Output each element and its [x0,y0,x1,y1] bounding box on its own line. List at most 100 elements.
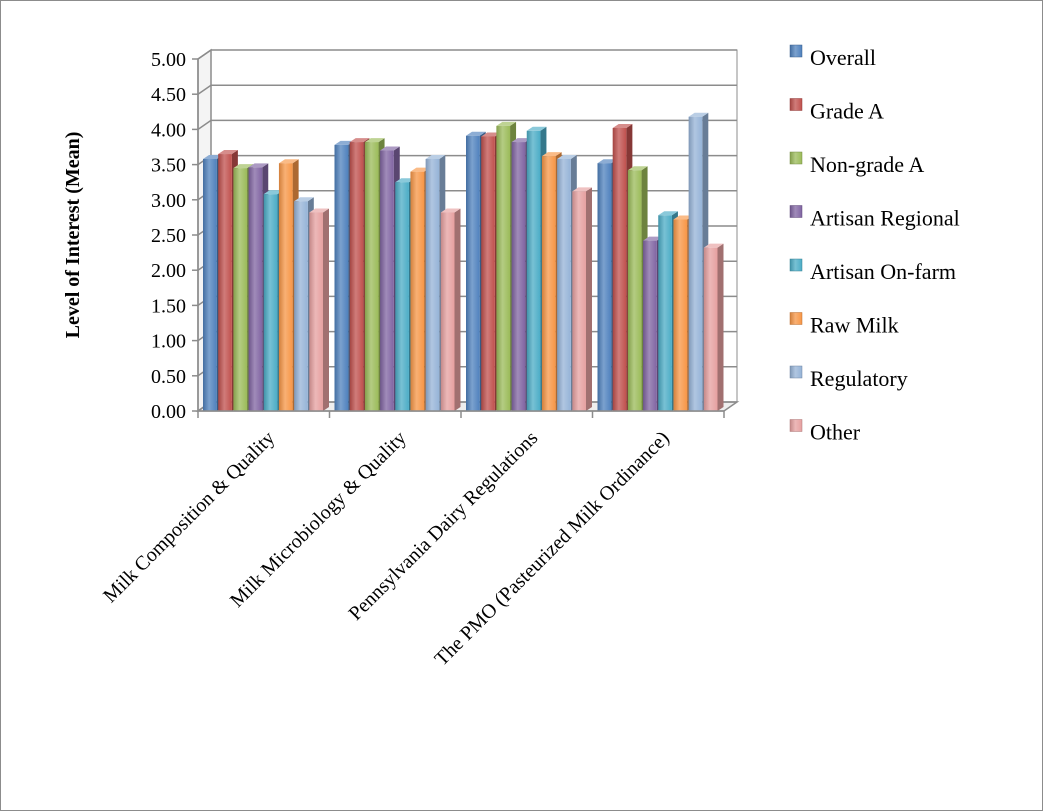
y-axis-ticks: 0.00 0.50 1.00 1.50 2.00 2.50 3.00 3.50 4.00 4.50… [151,49,198,423]
bar-front [309,212,323,411]
bar-top [203,154,223,159]
bar-top [233,164,254,169]
legend-swatch [789,312,803,325]
legend: Overall Grade A Non-grade A Artisan Regiona… [789,44,960,445]
bar-front [380,150,394,411]
bar [703,243,724,411]
legend-label: Grade A [810,99,884,124]
bar-front [597,163,612,411]
bar-top [481,132,501,137]
bar-top [278,159,299,164]
bar-top [248,163,269,168]
bar-front [643,240,657,411]
legend-swatch [789,98,803,111]
bar [440,208,461,411]
bar-front [364,142,379,411]
legend-swatch [789,44,803,58]
bar-front [557,158,571,411]
y-tick-label: 2.00 [151,260,186,282]
bar-front [511,142,526,411]
bar-front [496,125,511,411]
bar-top [658,211,678,216]
y-tick-label: 1.00 [151,331,186,353]
bar-front [612,127,627,411]
bar-top [612,123,633,128]
bar-front [218,154,232,412]
bar-front [263,194,278,411]
legend-item: Regulatory [789,365,908,391]
legend-swatch [789,151,803,165]
bar-front [481,136,495,411]
bar-front [278,163,293,411]
bar-top [334,140,355,145]
bar-front [294,201,308,411]
y-tick-label: 3.00 [151,190,186,212]
bar-front [627,170,642,411]
bar-front [440,212,455,411]
y-tick-label: 4.00 [151,119,186,141]
bar-top [557,154,577,159]
bar-side [717,243,724,411]
gridline [197,49,737,60]
legend-label: Non-grade A [810,152,924,177]
legend-label: Artisan Regional [810,206,960,231]
gridline [197,119,737,131]
bar-top [425,154,446,159]
legend-label: Regulatory [810,366,908,391]
bar-front [425,158,440,411]
bar-top [294,197,314,202]
legend-label: Raw Milk [810,313,899,338]
bar-top [410,167,431,172]
bar-front [410,171,425,411]
legend-swatch [789,365,803,379]
gridline [197,84,737,95]
bar-top [395,178,415,183]
bar-front [703,247,718,411]
legend-item: Grade A [789,98,884,124]
bar-front [466,135,480,411]
bar-top [526,126,547,131]
legend-swatch [789,258,803,272]
bar-top [263,190,284,195]
bar-front [248,167,263,411]
bar-top [541,152,562,157]
bar-top [309,208,329,213]
legend-item: Artisan On-farm [789,258,956,284]
x-axis [197,59,725,418]
y-tick-label: 1.50 [151,295,186,317]
bar-top [673,215,694,220]
y-tick-label: 3.50 [151,155,186,177]
bar-front [334,144,349,411]
y-tick-label: 0.00 [151,401,186,423]
bar-side [586,187,592,411]
bar-top [511,138,532,143]
bar-front [526,130,541,412]
bar-top [572,187,592,192]
bar-front [541,156,556,411]
bars [203,112,724,412]
x-category-label: The PMO (Pasteurized Milk Ordinance) [430,427,673,670]
bar-top [440,208,461,213]
bar-top [466,131,486,136]
bar-top [597,159,618,164]
bar-top [627,166,648,171]
bar-front [233,168,248,411]
bar-top [688,112,709,117]
y-axis-title: Level of Interest (Mean) [62,132,84,339]
bar-top [643,236,663,241]
y-tick-label: 0.50 [151,366,186,388]
bar-front [349,142,364,411]
legend-label: Artisan On-farm [810,259,956,284]
bar-front [203,158,217,411]
legend-label: Overall [810,45,876,70]
bar-front [658,215,672,411]
bar-top [364,138,385,143]
y-tick-label: 5.00 [151,49,186,71]
bar-side [454,208,461,411]
legend-item: Other [789,419,861,445]
bar-side [323,208,329,411]
bar-top [496,121,517,126]
bar [572,187,592,411]
